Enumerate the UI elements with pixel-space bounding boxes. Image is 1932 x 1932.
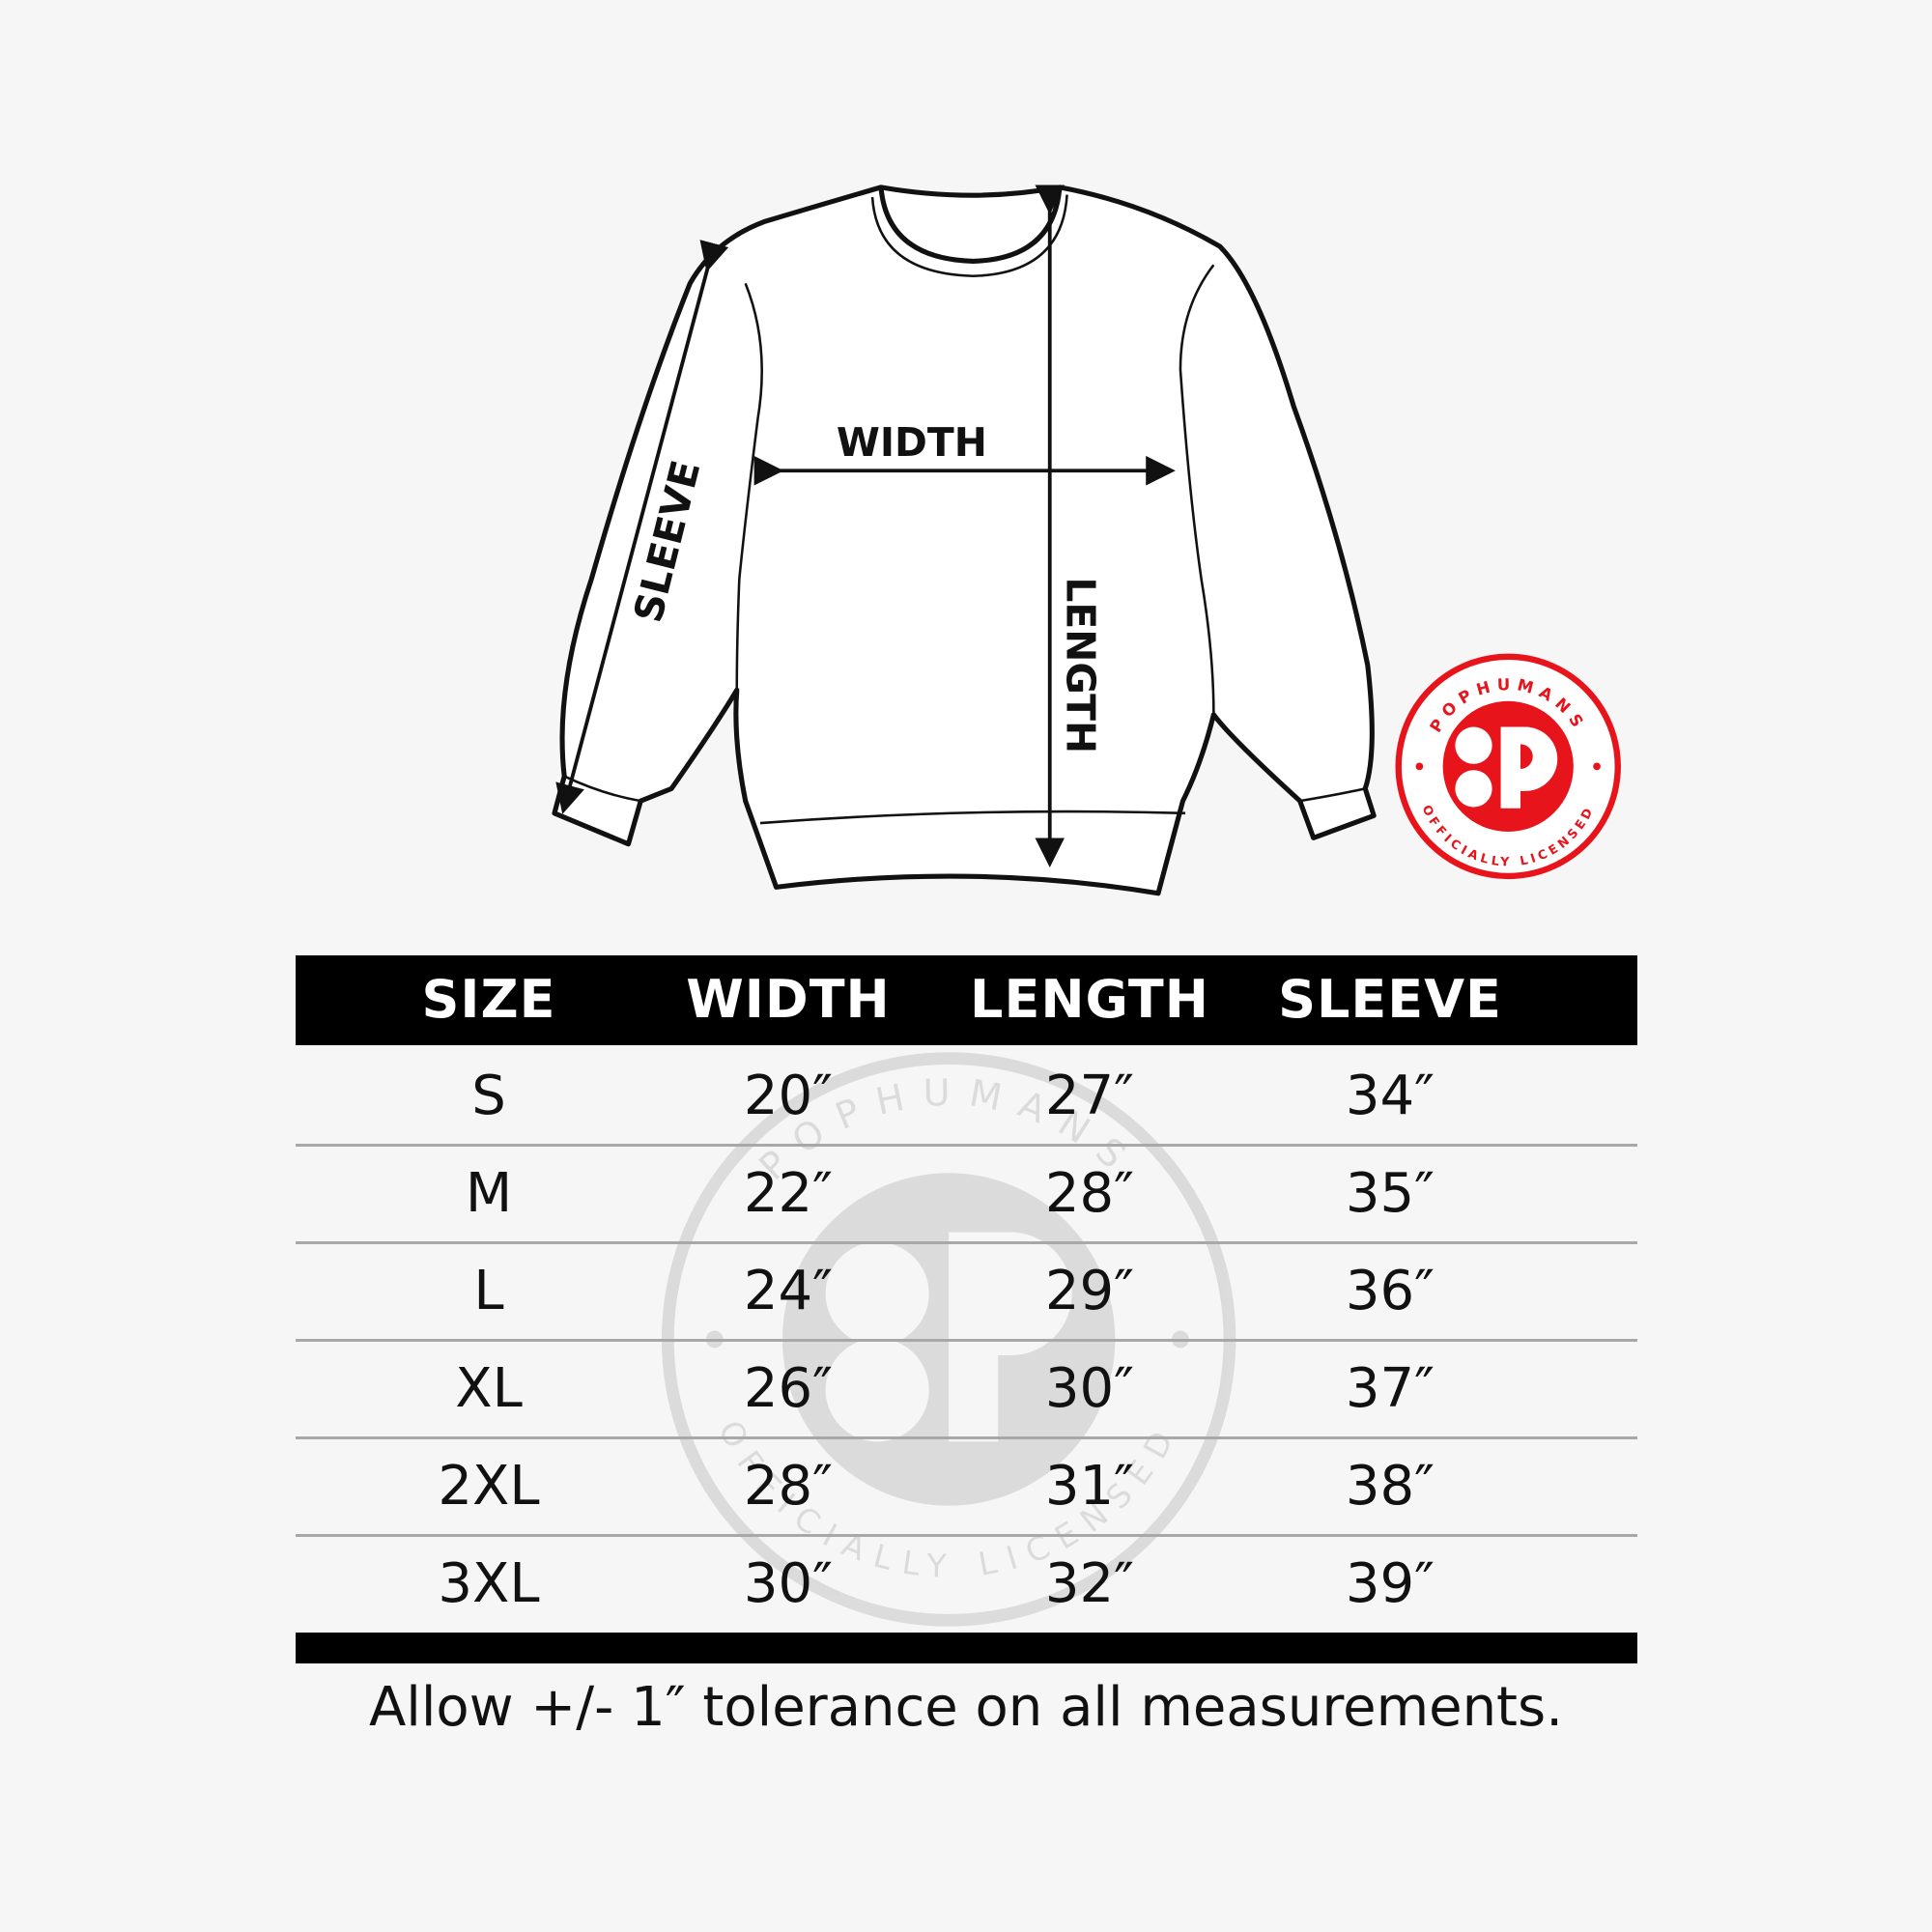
cell-length: 31″ <box>1044 1455 1135 1518</box>
sleeve-arrow <box>555 240 729 814</box>
cell-sleeve: 37″ <box>1345 1357 1435 1420</box>
cell-size: S <box>471 1065 506 1127</box>
cell-length: 30″ <box>1044 1357 1135 1420</box>
cell-size: XL <box>455 1357 523 1420</box>
length-label: LENGTH <box>1058 577 1104 753</box>
cell-sleeve: 36″ <box>1345 1260 1435 1322</box>
table-header: SIZE WIDTH LENGTH SLEEVE <box>296 955 1637 1045</box>
cell-sleeve: 39″ <box>1345 1552 1435 1615</box>
width-label: WIDTH <box>837 419 987 466</box>
cell-length: 32″ <box>1044 1552 1135 1615</box>
cell-sleeve: 35″ <box>1345 1162 1435 1225</box>
header-size: SIZE <box>421 969 556 1030</box>
tolerance-note: Allow +/- 1″ tolerance on all measuremen… <box>369 1676 1563 1739</box>
header-sleeve: SLEEVE <box>1278 969 1502 1030</box>
cell-size: 3XL <box>438 1552 540 1615</box>
measurement-arrows <box>555 185 1176 867</box>
pophumans-badge: POPHUMANS OFFICIALLY LICENSED <box>1395 653 1621 880</box>
cell-size: L <box>473 1260 504 1322</box>
cell-width: 20″ <box>743 1065 834 1127</box>
cell-length: 29″ <box>1044 1260 1135 1322</box>
row-divider <box>296 1241 1637 1244</box>
cell-width: 26″ <box>743 1357 834 1420</box>
cell-width: 30″ <box>743 1552 834 1615</box>
table-row: XL 26″ 30″ 37″ <box>296 1342 1637 1439</box>
header-length: LENGTH <box>970 969 1209 1030</box>
table-row: 3XL 30″ 32″ 39″ <box>296 1537 1637 1634</box>
cell-sleeve: 34″ <box>1345 1065 1435 1127</box>
row-divider <box>296 1339 1637 1342</box>
cell-width: 22″ <box>743 1162 834 1225</box>
cell-length: 28″ <box>1044 1162 1135 1225</box>
cell-width: 24″ <box>743 1260 834 1322</box>
table-bottom-bar <box>296 1633 1637 1663</box>
table-row: S 20″ 27″ 34″ <box>296 1049 1637 1147</box>
sweater-outline <box>552 185 1377 896</box>
table-row: M 22″ 28″ 35″ <box>296 1147 1637 1244</box>
cell-size: M <box>465 1162 513 1225</box>
table-row: 2XL 28″ 31″ 38″ <box>296 1439 1637 1537</box>
cell-size: 2XL <box>438 1455 540 1518</box>
cell-length: 27″ <box>1044 1065 1135 1127</box>
cell-sleeve: 38″ <box>1345 1455 1435 1518</box>
row-divider <box>296 1534 1637 1537</box>
cell-width: 28″ <box>743 1455 834 1518</box>
header-width: WIDTH <box>686 969 891 1030</box>
row-divider <box>296 1144 1637 1147</box>
row-divider <box>296 1436 1637 1439</box>
table-row: L 24″ 29″ 36″ <box>296 1244 1637 1342</box>
